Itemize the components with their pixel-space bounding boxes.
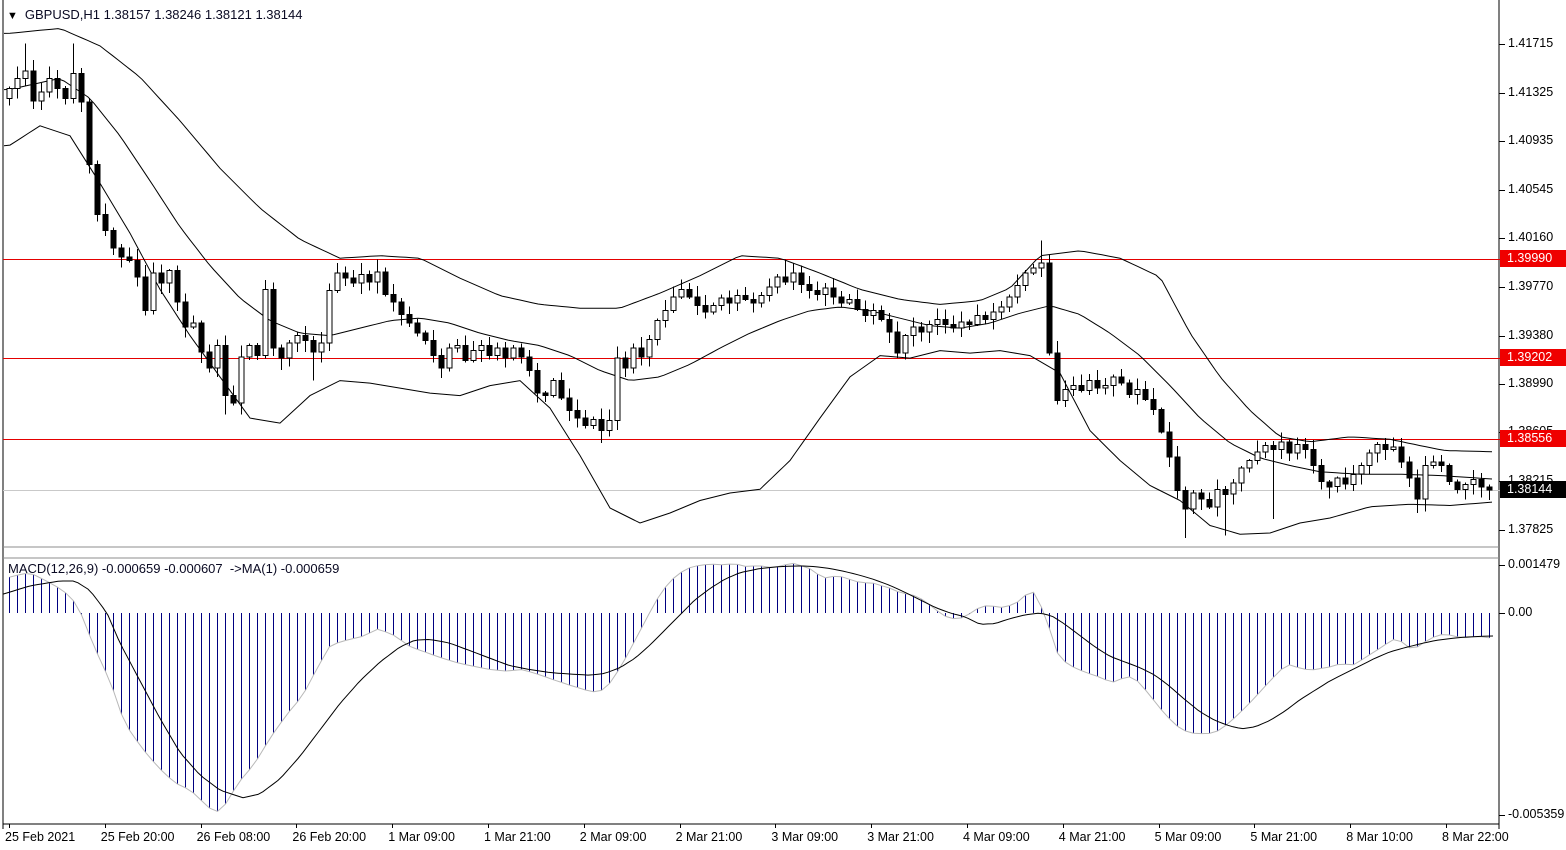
bollinger-bands xyxy=(3,28,1493,535)
time-tick-label: 3 Mar 21:00 xyxy=(867,830,934,844)
time-tick-label: 8 Mar 22:00 xyxy=(1442,830,1509,844)
bollinger-lower-band xyxy=(3,125,1493,535)
macd-tick-label: 0.00 xyxy=(1508,605,1533,619)
price-tick-label: 1.39770 xyxy=(1508,279,1554,293)
price-tick-label: 1.37825 xyxy=(1508,522,1554,536)
price-tick-label: 1.40545 xyxy=(1508,182,1554,196)
bollinger-middle-band xyxy=(3,78,1493,480)
time-tick-label: 4 Mar 09:00 xyxy=(963,830,1030,844)
time-tick-label: 8 Mar 10:00 xyxy=(1346,830,1413,844)
price-tick-label: 1.41325 xyxy=(1508,85,1554,99)
price-level-badge: 1.39990 xyxy=(1500,250,1566,267)
macd-indicator-label: MACD(12,26,9) -0.000659 -0.000607 ->MA(1… xyxy=(8,561,340,576)
price-tick-label: 1.41715 xyxy=(1508,36,1554,50)
bollinger-upper-band xyxy=(3,28,1493,453)
macd-signal-line xyxy=(2,565,1494,799)
candlesticks xyxy=(6,43,1493,538)
price-level-badge: 1.38556 xyxy=(1500,430,1566,447)
time-tick-label: 2 Mar 21:00 xyxy=(675,830,743,844)
chart-title: ▼ GBPUSD,H1 1.38157 1.38246 1.38121 1.381… xyxy=(7,7,302,22)
time-tick-label: 26 Feb 08:00 xyxy=(196,830,271,844)
time-tick-label: 5 Mar 21:00 xyxy=(1250,830,1318,844)
time-tick-label: 1 Mar 21:00 xyxy=(484,830,551,844)
macd-main-line xyxy=(9,562,1490,812)
macd-tick-label: 0.001479 xyxy=(1508,557,1561,571)
price-tick-label: 1.39380 xyxy=(1508,328,1554,342)
macd-histogram xyxy=(9,563,1490,812)
price-level-badge: 1.39202 xyxy=(1500,349,1566,366)
symbol-dropdown-icon[interactable]: ▼ xyxy=(7,10,18,22)
price-tick-label: 1.40160 xyxy=(1508,230,1554,244)
symbol-ohlc-text: GBPUSD,H1 1.38157 1.38246 1.38121 1.3814… xyxy=(24,7,303,22)
price-tick-label: 1.40935 xyxy=(1508,133,1554,147)
horizontal-level-lines[interactable] xyxy=(3,259,1566,440)
current-price-badge: 1.38144 xyxy=(1500,481,1566,498)
macd-tick-label: -0.005359 xyxy=(1508,807,1565,821)
time-tick-label: 3 Mar 09:00 xyxy=(771,830,839,844)
price-tick-label: 1.38990 xyxy=(1508,376,1554,390)
time-tick-label: 2 Mar 09:00 xyxy=(579,830,647,844)
time-tick-label: 25 Feb 2021 xyxy=(5,830,76,844)
time-tick-label: 5 Mar 09:00 xyxy=(1154,830,1222,844)
pane-borders xyxy=(2,0,1500,829)
time-tick-label: 1 Mar 09:00 xyxy=(388,830,455,844)
time-tick-label: 26 Feb 20:00 xyxy=(292,830,367,844)
time-tick-label: 25 Feb 20:00 xyxy=(100,830,175,844)
time-tick-label: 4 Mar 21:00 xyxy=(1058,830,1126,844)
